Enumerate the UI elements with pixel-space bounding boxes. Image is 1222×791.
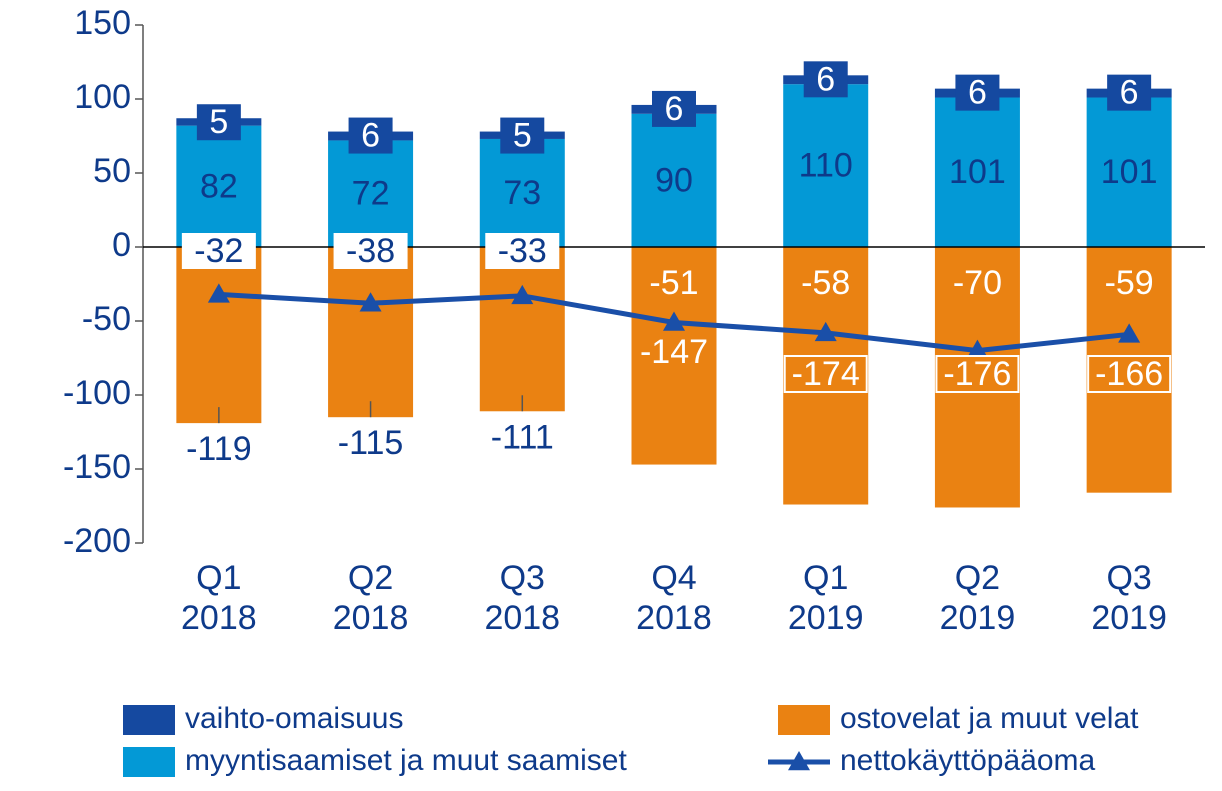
bar [783,84,869,247]
data-label: -176 [943,355,1011,393]
label-box [348,117,393,154]
data-label: 110 [799,147,853,185]
label-box [485,233,560,269]
label-box [333,233,408,269]
legend-label: vaihto-omaisuus [185,702,403,735]
y-tick-label: -50 [82,300,131,338]
data-label: -70 [953,264,1002,302]
y-tick-label: 100 [74,78,131,116]
label-box [181,233,256,269]
bar [631,113,717,247]
label-box [652,90,696,127]
legend-swatch [778,705,830,735]
y-tick-label: -150 [63,448,131,486]
label-box [803,61,848,98]
data-label: -115 [338,424,404,462]
bar [328,140,414,247]
y-tick-label: -200 [63,522,131,560]
data-label: 101 [1101,153,1158,191]
data-label: -33 [498,232,547,270]
data-label: -174 [792,355,860,393]
bar [479,247,565,412]
label-box [1087,355,1172,393]
label-box [1107,74,1152,111]
bar [934,97,1020,248]
x-tick-label: Q2 2019 [939,559,1016,637]
data-label: -32 [194,232,243,270]
legend-label: nettokäyttöpääoma [840,744,1095,777]
marker [1118,323,1141,343]
y-tick-label: 150 [74,4,131,42]
bar [176,125,262,247]
data-label: -147 [640,333,708,371]
y-tick-label: 0 [112,226,131,264]
data-label: -38 [346,232,395,270]
marker [663,311,685,331]
data-label: -111 [491,418,554,456]
data-label: 101 [949,153,1006,191]
x-tick-label: Q3 2019 [1091,559,1167,637]
data-label: 90 [655,161,693,199]
bar [479,138,565,247]
x-tick-label: Q1 2019 [787,559,864,637]
x-tick-label: Q2 2018 [332,559,409,637]
data-label: -51 [649,264,698,302]
bar [1086,97,1172,248]
data-label: -166 [1095,355,1163,393]
x-tick-label: Q3 2018 [484,559,561,637]
bar [176,247,262,424]
x-tick-label: Q1 2018 [181,559,257,637]
data-label: 72 [352,175,390,213]
legend-label: myyntisaamiset ja muut saamiset [185,744,627,777]
label-box [783,355,868,393]
marker [359,292,382,312]
data-label: 5 [513,117,532,155]
data-label: 6 [968,74,987,112]
marker [511,284,534,305]
data-label: 82 [200,167,238,205]
legend-swatch [123,747,175,777]
marker [814,321,837,342]
data-label: -58 [801,264,850,302]
y-tick-label: 50 [93,152,131,190]
marker [966,339,989,359]
bar [328,247,414,418]
label-box [935,355,1020,393]
legend-label: ostovelat ja muut velat [840,702,1139,735]
label-box [500,117,545,154]
legend-swatch [123,705,175,735]
legend-marker [788,751,810,771]
x-tick-label: Q4 2018 [636,559,712,637]
label-box [955,74,1000,111]
data-label: -59 [1105,264,1154,302]
data-label: 5 [209,103,228,141]
data-label: 73 [503,174,541,212]
bar [631,247,717,465]
data-label: 6 [816,60,835,98]
data-label: 6 [1120,74,1139,112]
marker [207,283,230,303]
data-label: -119 [186,430,252,468]
y-tick-label: -100 [63,374,131,412]
data-label: 6 [361,117,380,155]
label-box [196,104,241,141]
data-label: 6 [665,90,684,128]
